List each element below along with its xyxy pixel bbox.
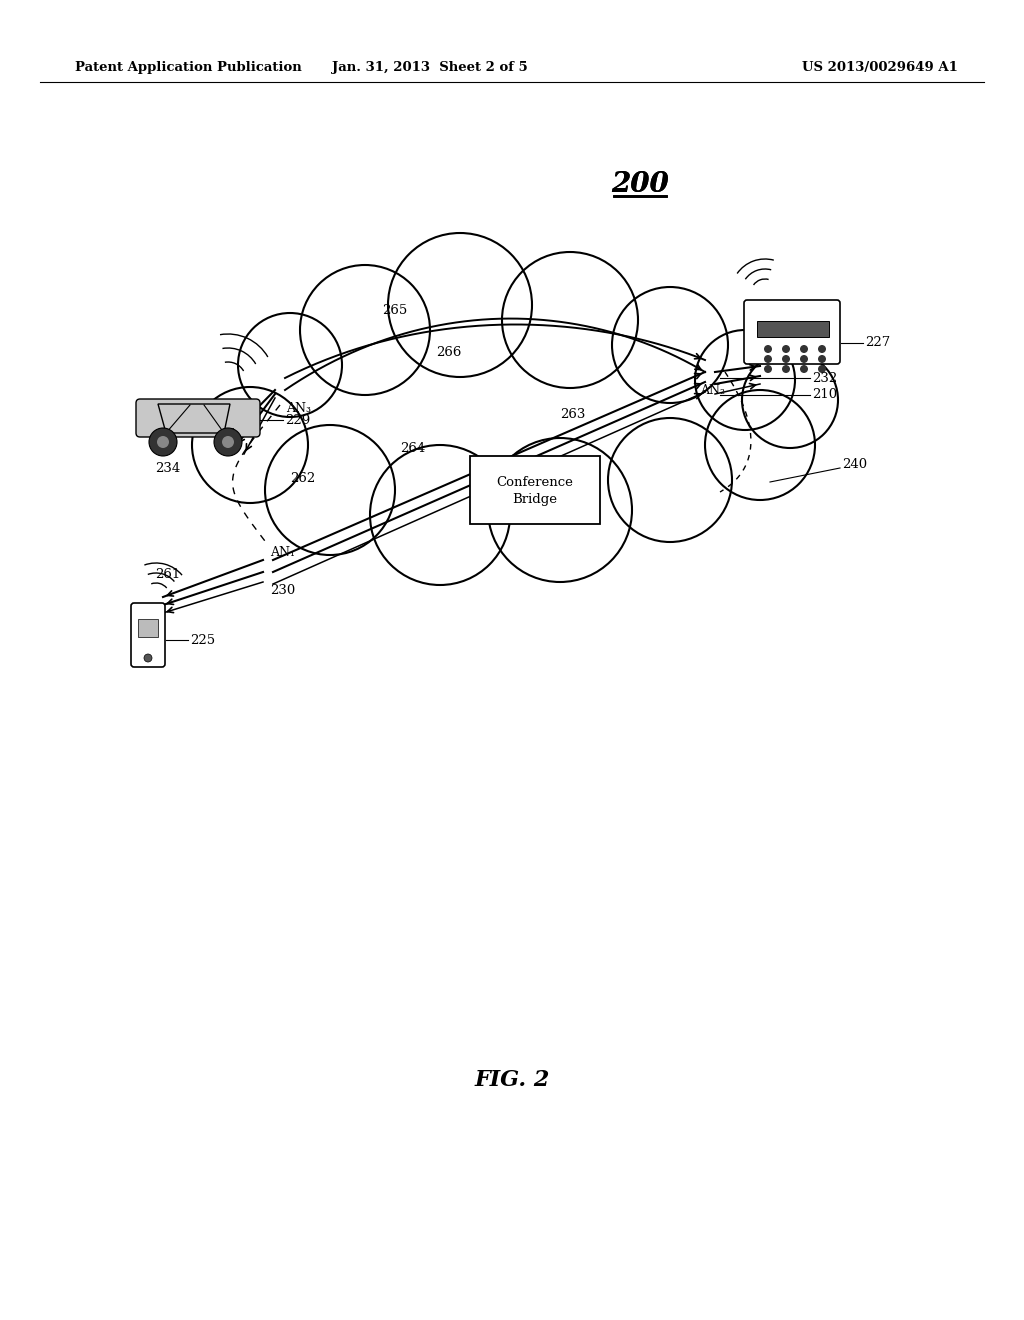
Circle shape [764, 366, 772, 374]
Text: 264: 264 [400, 441, 425, 454]
Text: US 2013/0029649 A1: US 2013/0029649 A1 [802, 62, 957, 74]
Text: 232: 232 [812, 371, 838, 384]
Circle shape [488, 438, 632, 582]
Circle shape [150, 428, 177, 455]
Text: 263: 263 [560, 408, 586, 421]
Circle shape [782, 345, 790, 352]
Text: AN₁: AN₁ [270, 545, 295, 558]
Circle shape [388, 234, 532, 378]
Text: 229: 229 [285, 413, 310, 426]
Circle shape [222, 436, 234, 447]
Text: Jan. 31, 2013  Sheet 2 of 5: Jan. 31, 2013 Sheet 2 of 5 [332, 62, 528, 74]
Circle shape [818, 345, 826, 352]
Text: 230: 230 [270, 583, 295, 597]
Circle shape [782, 355, 790, 363]
Text: Conference: Conference [497, 475, 573, 488]
Text: AN₃: AN₃ [286, 401, 311, 414]
Circle shape [800, 366, 808, 374]
Text: 261: 261 [155, 569, 180, 582]
Text: 262: 262 [290, 471, 315, 484]
Circle shape [193, 387, 308, 503]
FancyBboxPatch shape [744, 300, 840, 364]
Text: 227: 227 [865, 337, 890, 350]
Circle shape [370, 445, 510, 585]
Text: Bridge: Bridge [512, 494, 557, 507]
Circle shape [800, 355, 808, 363]
Circle shape [214, 428, 242, 455]
Circle shape [157, 436, 169, 447]
Circle shape [238, 313, 342, 417]
Ellipse shape [230, 319, 790, 540]
Text: 266: 266 [436, 346, 462, 359]
Circle shape [265, 425, 395, 554]
Circle shape [612, 286, 728, 403]
Polygon shape [158, 404, 230, 433]
Text: 210: 210 [812, 388, 838, 401]
Text: 240: 240 [842, 458, 867, 471]
Text: 234: 234 [155, 462, 180, 474]
Text: AN₂: AN₂ [700, 384, 725, 396]
Circle shape [144, 653, 152, 663]
FancyBboxPatch shape [131, 603, 165, 667]
Circle shape [502, 252, 638, 388]
Text: FIG. 2: FIG. 2 [474, 1069, 550, 1092]
Circle shape [695, 330, 795, 430]
Circle shape [300, 265, 430, 395]
Circle shape [782, 366, 790, 374]
Circle shape [764, 345, 772, 352]
Text: 200: 200 [611, 172, 669, 198]
Text: 225: 225 [190, 634, 215, 647]
Circle shape [608, 418, 732, 543]
Circle shape [818, 366, 826, 374]
Circle shape [800, 345, 808, 352]
Text: Patent Application Publication: Patent Application Publication [75, 62, 302, 74]
Text: 265: 265 [382, 304, 408, 317]
FancyBboxPatch shape [470, 455, 600, 524]
FancyBboxPatch shape [757, 321, 829, 337]
Circle shape [764, 355, 772, 363]
Text: 200: 200 [611, 172, 669, 198]
Circle shape [818, 355, 826, 363]
FancyBboxPatch shape [138, 619, 158, 638]
Circle shape [705, 389, 815, 500]
Circle shape [742, 352, 838, 447]
FancyBboxPatch shape [136, 399, 260, 437]
